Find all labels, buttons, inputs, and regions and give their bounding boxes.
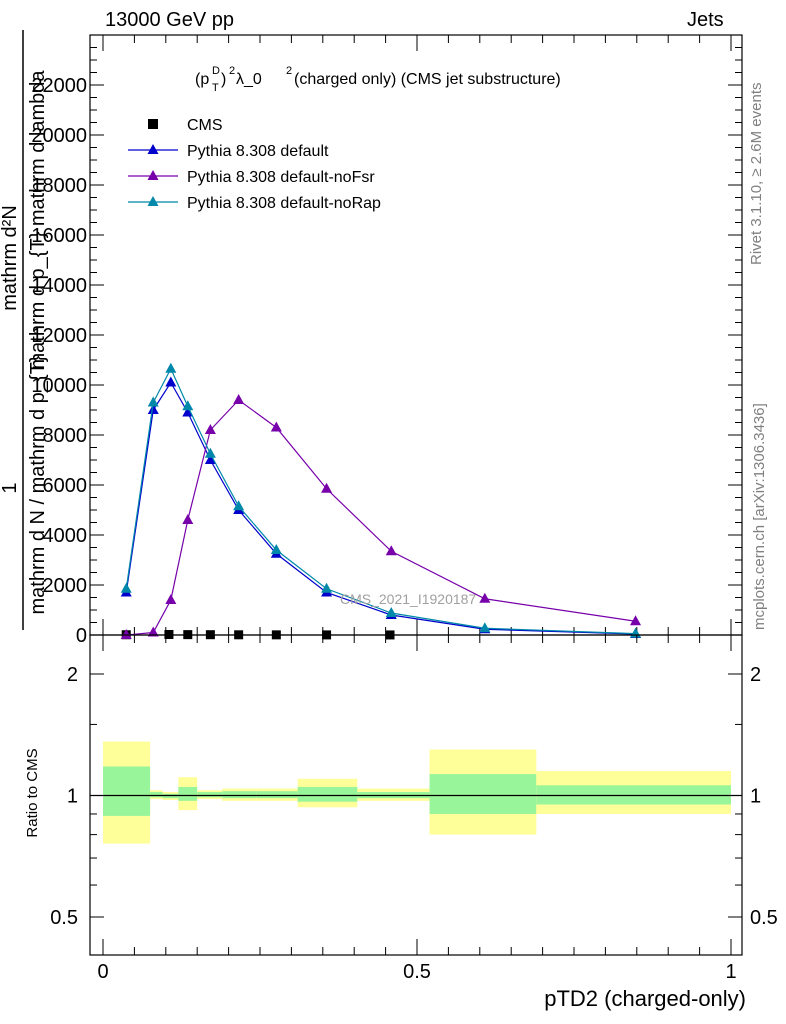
title-part-d: (charged only) (CMS jet substructure)	[294, 71, 561, 88]
y-label-denominator: mathrm d N / mathrm d p_{T}	[27, 355, 49, 614]
x-tick-label: 0.5	[403, 961, 431, 983]
main-y-tick-label: 0	[76, 625, 87, 647]
data-point	[233, 500, 245, 511]
data-point	[147, 404, 159, 414]
data-point	[120, 629, 132, 639]
ratio-bands	[103, 741, 731, 844]
main-y-tick-label: 10000	[31, 375, 87, 397]
x-axis-label: pTD2 (charged-only)	[544, 986, 746, 1011]
data-point	[182, 406, 194, 417]
data-point	[165, 362, 177, 373]
main-y-tick-label: 2000	[43, 575, 88, 597]
legend-marker	[147, 170, 159, 180]
data-point	[479, 622, 491, 633]
data-point	[233, 394, 245, 404]
ratio-y-tick-label-right: 0.5	[750, 907, 778, 929]
title-part-a: (p	[195, 71, 209, 88]
ratio-y-tick-label: 1	[67, 786, 78, 808]
ratio-band-green	[256, 791, 298, 799]
ratio-band-green	[222, 791, 257, 799]
y-axis-label: mathrm d²N mathrm d p_{T} mathrm d lambd…	[0, 30, 49, 630]
data-point	[479, 592, 491, 603]
main-y-tick-label: 14000	[31, 275, 87, 297]
data-point	[630, 627, 642, 638]
main-y-tick-label: 12000	[31, 325, 87, 347]
data-point	[321, 482, 333, 493]
ratio-y-tick-label: 2	[67, 664, 78, 686]
ratio-y-tick-label: 0.5	[50, 907, 78, 929]
ratio-y-tick-label-right: 2	[750, 664, 761, 686]
series-2	[120, 394, 642, 639]
y-label-numerator-line1: mathrm d²N	[0, 205, 21, 311]
data-point	[182, 514, 194, 524]
ratio-band-green	[150, 792, 163, 798]
data-point	[165, 594, 177, 604]
ratio-y-ticks: 0.5 0.5 1 1 2 2	[50, 664, 778, 929]
main-y-tick-label: 16000	[31, 225, 87, 247]
watermark: CMS_2021_I1920187	[340, 591, 476, 607]
x-tick-label: 0	[97, 961, 108, 983]
legend-label: Pythia 8.308 default	[187, 143, 329, 160]
data-point	[204, 454, 216, 464]
title-sub-t: T	[212, 82, 219, 94]
ratio-band-green	[197, 792, 223, 798]
main-y-tick-label: 8000	[43, 425, 88, 447]
ratio-plot: 0.5 0.51 12 2 0 0.5 1	[50, 634, 778, 983]
ratio-y-label: Ratio to CMS	[24, 748, 41, 837]
data-point	[204, 424, 216, 434]
ratio-band-green	[429, 774, 537, 814]
legend: CMS Pythia 8.308 default Pythia 8.308 defa…	[128, 117, 381, 212]
y-label-numerator-line2: mathrm d p_{T} mathrm d lambda	[27, 70, 49, 370]
data-point	[120, 582, 132, 593]
data-point	[321, 582, 333, 593]
header-right: Jets	[687, 9, 724, 31]
legend-item: CMS	[148, 117, 223, 134]
side-text-bottom: mcplots.cern.ch [arXiv:1306.3436]	[751, 403, 768, 630]
data-point	[385, 607, 397, 617]
legend-item: Pythia 8.308 default-noRap	[128, 195, 381, 212]
main-plot: 0 2000 4000 6000 8000 10000 12000 14000 16000 180…	[31, 34, 743, 647]
data-point	[147, 396, 159, 407]
legend-label: CMS	[187, 117, 223, 134]
legend-item: Pythia 8.308 default	[128, 143, 329, 160]
main-y-tick-label: 18000	[31, 175, 87, 197]
legend-item: Pythia 8.308 default-noFsr	[128, 169, 375, 186]
title-part-c: λ_0	[236, 71, 262, 88]
ratio-band-green	[103, 766, 151, 816]
data-point	[182, 400, 194, 411]
header-left: 13000 GeV pp	[105, 9, 234, 31]
legend-marker	[147, 196, 159, 206]
x-tick-label: 1	[725, 961, 736, 983]
ratio-y-tick-label-right: 1	[750, 786, 761, 808]
main-y-tick-label: 4000	[43, 525, 88, 547]
main-y-tick-label: 20000	[31, 125, 87, 147]
title-sup-2b: 2	[286, 65, 292, 77]
data-point	[165, 376, 177, 387]
data-point	[630, 615, 642, 626]
legend-label: Pythia 8.308 default-noRap	[187, 195, 381, 212]
main-y-tick-label: 22000	[31, 75, 87, 97]
side-text-top: Rivet 3.1.10, ≥ 2.6M events	[748, 83, 765, 266]
main-y-tick-label: 6000	[43, 475, 88, 497]
ratio-band-green	[536, 785, 731, 805]
data-point	[270, 421, 282, 432]
ratio-band-green	[297, 786, 358, 802]
data-point	[270, 544, 282, 554]
ratio-x-ticks: 0 0.5 1	[97, 635, 737, 983]
data-point	[385, 545, 397, 556]
title-sup-2: 2	[229, 65, 235, 77]
legend-marker	[148, 119, 158, 129]
main-series	[120, 362, 642, 640]
title-sup-d: D	[212, 65, 220, 77]
title-part-b: )	[221, 71, 226, 88]
y-label-one: 1	[0, 482, 21, 493]
main-y-ticks: 0 2000 4000 6000 8000 10000 12000 14000 16000 180…	[31, 47, 742, 647]
data-point	[147, 626, 159, 637]
data-point	[204, 447, 216, 458]
plot-title: (p D T ) 2 λ_0 2 (charged only) (CMS jet…	[195, 65, 561, 94]
legend-marker	[147, 144, 159, 154]
ratio-band-green	[178, 786, 198, 801]
legend-label: Pythia 8.308 default-noFsr	[187, 169, 375, 186]
